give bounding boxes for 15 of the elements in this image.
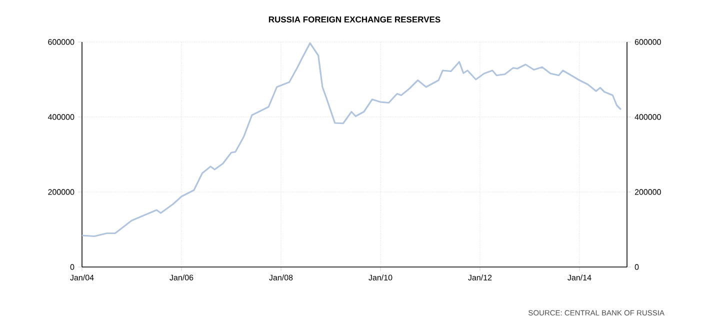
- chart-title: RUSSIA FOREIGN EXCHANGE RESERVES: [268, 16, 440, 22]
- y-tick-label: 400000: [48, 114, 74, 120]
- x-tick-label: Jan/12: [468, 274, 492, 280]
- y2-tick-label: 200000: [634, 189, 661, 195]
- y-tick-label: 200000: [48, 189, 74, 195]
- y2-tick-label: 0: [634, 264, 639, 270]
- x-tick-label: Jan/14: [568, 274, 592, 280]
- y-tick-label: 600000: [48, 39, 74, 45]
- y2-tick-label: 600000: [634, 39, 661, 45]
- x-tick-label: Jan/06: [170, 274, 194, 280]
- x-tick-label: Jan/04: [70, 274, 94, 280]
- x-tick-label: Jan/08: [269, 274, 293, 280]
- y2-tick-label: 400000: [634, 114, 661, 120]
- y-tick-label: 0: [70, 264, 74, 270]
- x-tick-label: Jan/10: [368, 274, 392, 280]
